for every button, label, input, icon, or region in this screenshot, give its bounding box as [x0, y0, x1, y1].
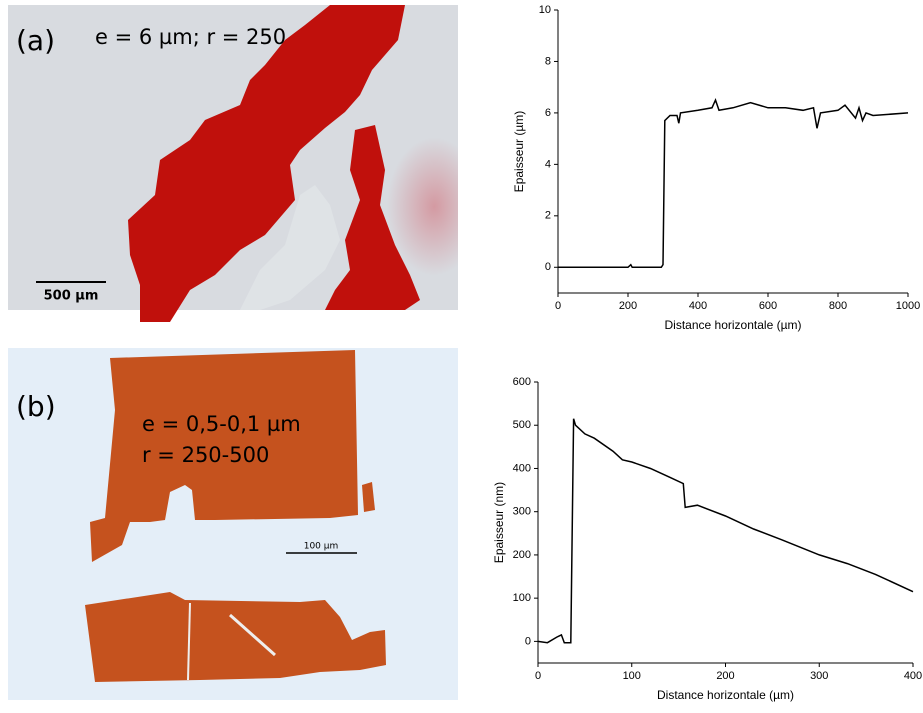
y-tick-label: 100 [513, 592, 531, 604]
annotation: r = 250-500 [142, 443, 269, 467]
y-axis-label: Epaisseur (µm) [512, 111, 526, 193]
y-tick-label: 0 [545, 261, 551, 273]
y-tick-label: 6 [545, 107, 551, 119]
data-line [558, 97, 909, 269]
annotation: e = 0,5-0,1 µm [142, 412, 301, 436]
y-tick-label: 400 [513, 462, 531, 474]
y-tick-label: 200 [513, 549, 531, 561]
y-tick-label: 2 [545, 210, 551, 222]
panel-label: (a) [16, 24, 55, 57]
y-tick-label: 8 [545, 55, 551, 67]
micrograph-b [8, 348, 458, 700]
micrograph-a [8, 5, 458, 322]
x-tick-label: 400 [689, 300, 707, 312]
y-tick-label: 300 [513, 506, 531, 518]
x-tick-label: 0 [535, 670, 541, 682]
y-tick-label: 4 [545, 158, 551, 170]
x-tick-label: 800 [829, 300, 847, 312]
panel-label: (b) [16, 390, 56, 423]
x-tick-label: 600 [759, 300, 777, 312]
y-axis-label: Epaisseur (nm) [492, 482, 506, 563]
x-tick-label: 1000 [896, 300, 920, 312]
x-tick-label: 0 [555, 300, 561, 312]
data-line [537, 418, 914, 644]
x-axis-label: Distance horizontale (µm) [657, 688, 794, 702]
annotation: e = 6 µm; r = 250 [95, 25, 286, 49]
x-axis-label: Distance horizontale (µm) [665, 318, 802, 332]
y-tick-label: 10 [539, 4, 551, 16]
scale-bar-label: 500 µm [44, 289, 99, 304]
y-tick-label: 600 [513, 376, 531, 388]
y-tick-label: 500 [513, 419, 531, 431]
scale-bar-label: 100 µm [304, 542, 339, 552]
x-tick-label: 200 [619, 300, 637, 312]
x-tick-label: 300 [810, 670, 828, 682]
x-tick-label: 400 [904, 670, 922, 682]
y-tick-label: 0 [525, 635, 531, 647]
x-tick-label: 200 [716, 670, 734, 682]
x-tick-label: 100 [623, 670, 641, 682]
